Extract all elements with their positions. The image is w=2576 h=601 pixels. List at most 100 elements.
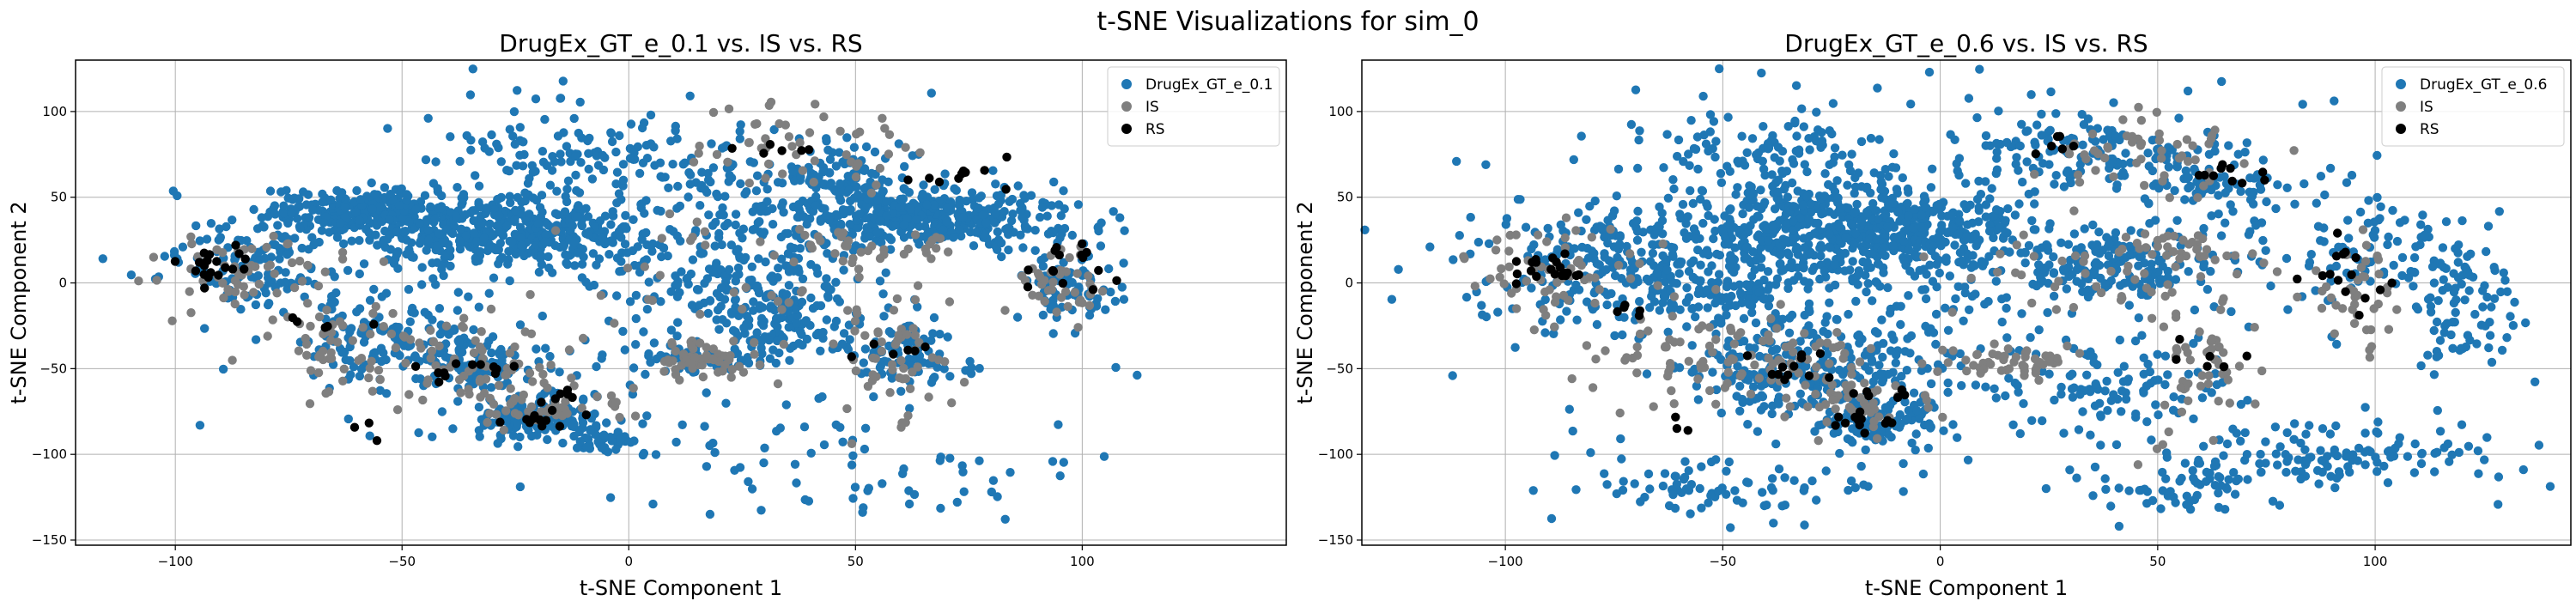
point-DrugEx_GT_e_0.1 <box>1096 241 1106 251</box>
point-IS <box>655 270 665 280</box>
point-IS <box>623 264 633 273</box>
point-DrugEx_GT_e_0.1 <box>612 253 623 263</box>
point-DrugEx_GT_e_0.1 <box>532 344 541 354</box>
point-DrugEx_GT_e_0.6 <box>2441 217 2451 227</box>
point-DrugEx_GT_e_0.1 <box>802 220 811 229</box>
point-IS <box>729 288 738 297</box>
point-DrugEx_GT_e_0.6 <box>1882 222 1893 232</box>
point-IS <box>272 288 282 298</box>
point-DrugEx_GT_e_0.1 <box>420 191 430 200</box>
y-tick-label: −50 <box>39 361 67 376</box>
point-DrugEx_GT_e_0.1 <box>959 487 969 496</box>
point-DrugEx_GT_e_0.1 <box>349 362 359 372</box>
point-DrugEx_GT_e_0.6 <box>2230 489 2240 499</box>
point-DrugEx_GT_e_0.6 <box>2460 295 2470 305</box>
point-DrugEx_GT_e_0.1 <box>602 418 611 428</box>
point-DrugEx_GT_e_0.1 <box>724 264 734 275</box>
point-DrugEx_GT_e_0.1 <box>436 203 446 213</box>
point-DrugEx_GT_e_0.6 <box>2256 449 2265 459</box>
point-DrugEx_GT_e_0.1 <box>914 355 924 364</box>
point-RS <box>212 257 222 266</box>
point-IS <box>249 288 258 297</box>
point-DrugEx_GT_e_0.1 <box>845 335 854 344</box>
point-DrugEx_GT_e_0.1 <box>458 198 467 208</box>
point-DrugEx_GT_e_0.6 <box>1928 164 1937 173</box>
point-DrugEx_GT_e_0.1 <box>617 233 626 242</box>
point-IS <box>187 239 197 249</box>
point-RS <box>537 398 546 407</box>
point-DrugEx_GT_e_0.1 <box>768 271 777 281</box>
point-DrugEx_GT_e_0.1 <box>955 197 964 208</box>
point-DrugEx_GT_e_0.1 <box>673 318 683 327</box>
x-tick-label: 0 <box>624 554 633 569</box>
point-DrugEx_GT_e_0.6 <box>1824 179 1833 190</box>
point-DrugEx_GT_e_0.1 <box>191 221 201 231</box>
point-DrugEx_GT_e_0.1 <box>423 226 434 235</box>
point-DrugEx_GT_e_0.1 <box>556 94 566 103</box>
point-DrugEx_GT_e_0.6 <box>2389 260 2398 270</box>
point-DrugEx_GT_e_0.1 <box>355 216 364 225</box>
point-DrugEx_GT_e_0.6 <box>2036 272 2045 282</box>
point-DrugEx_GT_e_0.1 <box>503 259 513 269</box>
point-RS <box>777 146 787 155</box>
point-DrugEx_GT_e_0.1 <box>822 315 831 325</box>
point-DrugEx_GT_e_0.1 <box>720 294 730 304</box>
point-DrugEx_GT_e_0.1 <box>752 171 762 180</box>
point-DrugEx_GT_e_0.1 <box>561 191 570 201</box>
point-DrugEx_GT_e_0.6 <box>2397 252 2408 263</box>
point-DrugEx_GT_e_0.1 <box>431 157 440 167</box>
point-DrugEx_GT_e_0.6 <box>1704 267 1713 276</box>
point-DrugEx_GT_e_0.1 <box>538 207 547 217</box>
point-DrugEx_GT_e_0.6 <box>1799 122 1808 131</box>
point-IS <box>366 330 375 339</box>
point-DrugEx_GT_e_0.6 <box>2195 458 2205 468</box>
point-DrugEx_GT_e_0.1 <box>611 445 621 454</box>
point-DrugEx_GT_e_0.6 <box>2243 475 2252 484</box>
point-IS <box>903 410 913 421</box>
point-DrugEx_GT_e_0.1 <box>616 434 625 444</box>
point-IS <box>1073 323 1083 332</box>
point-IS <box>910 230 920 240</box>
point-IS <box>850 316 860 326</box>
point-DrugEx_GT_e_0.1 <box>371 230 380 240</box>
point-DrugEx_GT_e_0.1 <box>520 196 530 206</box>
point-IS <box>388 308 398 319</box>
point-RS <box>980 166 989 175</box>
point-DrugEx_GT_e_0.1 <box>822 210 831 220</box>
point-DrugEx_GT_e_0.6 <box>1868 249 1877 258</box>
point-DrugEx_GT_e_0.1 <box>495 210 504 221</box>
point-DrugEx_GT_e_0.1 <box>1106 287 1115 297</box>
point-DrugEx_GT_e_0.6 <box>1850 209 1859 218</box>
point-IS <box>860 331 870 340</box>
point-IS <box>494 380 504 391</box>
point-DrugEx_GT_e_0.1 <box>605 493 616 502</box>
point-DrugEx_GT_e_0.6 <box>1878 352 1887 362</box>
point-IS <box>764 100 774 110</box>
point-IS <box>913 281 923 290</box>
point-DrugEx_GT_e_0.6 <box>2438 286 2447 295</box>
point-IS <box>927 254 936 264</box>
point-DrugEx_GT_e_0.1 <box>583 212 593 222</box>
point-IS <box>877 337 886 347</box>
point-DrugEx_GT_e_0.6 <box>2458 216 2467 226</box>
point-DrugEx_GT_e_0.6 <box>1864 366 1874 375</box>
point-DrugEx_GT_e_0.6 <box>2372 427 2381 437</box>
point-DrugEx_GT_e_0.1 <box>639 448 649 458</box>
point-DrugEx_GT_e_0.1 <box>423 113 433 123</box>
point-DrugEx_GT_e_0.6 <box>2355 207 2366 217</box>
point-DrugEx_GT_e_0.1 <box>388 196 398 206</box>
point-DrugEx_GT_e_0.1 <box>598 150 608 161</box>
point-DrugEx_GT_e_0.6 <box>1852 199 1862 209</box>
point-IS <box>550 226 561 235</box>
point-DrugEx_GT_e_0.1 <box>562 251 572 260</box>
point-DrugEx_GT_e_0.1 <box>525 173 534 183</box>
point-DrugEx_GT_e_0.6 <box>2494 472 2504 482</box>
point-IS <box>665 209 675 219</box>
point-DrugEx_GT_e_0.1 <box>750 224 760 234</box>
point-DrugEx_GT_e_0.1 <box>448 424 458 434</box>
point-DrugEx_GT_e_0.1 <box>607 137 617 147</box>
point-DrugEx_GT_e_0.1 <box>502 166 512 175</box>
x-tick-label: 100 <box>1070 554 1095 569</box>
point-DrugEx_GT_e_0.1 <box>639 327 648 337</box>
point-DrugEx_GT_e_0.1 <box>448 228 458 239</box>
